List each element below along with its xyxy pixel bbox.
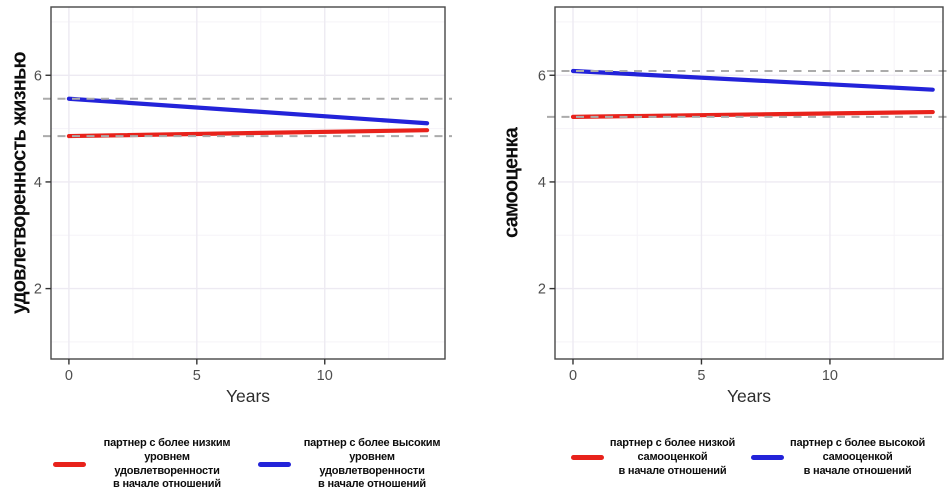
legend-entry-red: партнер с более низким уровнем удовлетво… [53,437,242,492]
legend-entry-blue: партнер с более высоким уровнем удовлетв… [258,437,447,492]
chart-self-esteem: самооценка 2 4 6 0 5 10 Years партнер с более … [476,0,952,504]
plot-panel-life-satisfaction: 2 4 6 0 5 10 Years [34,6,452,406]
panel-background [51,7,445,359]
x-tick-label: 10 [317,368,333,384]
legend-label: партнер с более высокой самооценкой в на… [790,437,926,477]
series-line-red [570,109,935,119]
panel-border [554,6,944,360]
plot-panel-self-esteem: 2 4 6 0 5 10 Years [538,6,950,406]
legend-label: партнер с более низким уровнем удовлетво… [103,437,231,491]
y-tick-label: 2 [538,282,546,298]
legend-label: партнер с более низкой самооценкой в нач… [609,437,736,477]
legend-line-swatch [570,455,604,461]
legend-line-swatch [53,462,86,467]
legend-entry-red: партнер с более низкой самооценкой в нач… [570,437,736,478]
panel-border [50,6,446,360]
panel-background [555,7,943,359]
series-line-red [66,128,430,139]
x-tick-label: 5 [193,368,201,384]
y-tick-label: 4 [538,175,546,191]
legend-line-swatch [258,462,291,467]
y-tick-label: 6 [538,68,546,84]
chart-life-satisfaction: удовлетворенность жизнью 2 4 6 0 5 10 Years па… [9,6,452,490]
x-axis-title: Years [226,386,270,406]
x-tick-label: 0 [569,368,577,384]
x-axis-title: Years [727,386,771,406]
legend-label: партнер с более высоким уровнем удовлетв… [303,437,441,491]
series-line-blue [66,96,430,126]
legend-self-esteem: партнер с более низкой самооценкой в нач… [510,437,952,478]
y-tick-label: 4 [34,175,42,191]
legend-life-satisfaction: партнер с более низким уровнем удовлетво… [12,437,488,492]
y-tick-label: 6 [34,68,42,84]
x-tick-label: 5 [697,368,705,384]
x-tick-label: 0 [65,368,73,384]
x-tick-label: 10 [822,368,838,384]
y-tick-label: 2 [34,282,42,298]
legend-line-swatch [751,455,785,461]
series-line-blue [570,68,935,92]
legend-entry-blue: партнер с более высокой самооценкой в на… [751,437,925,478]
